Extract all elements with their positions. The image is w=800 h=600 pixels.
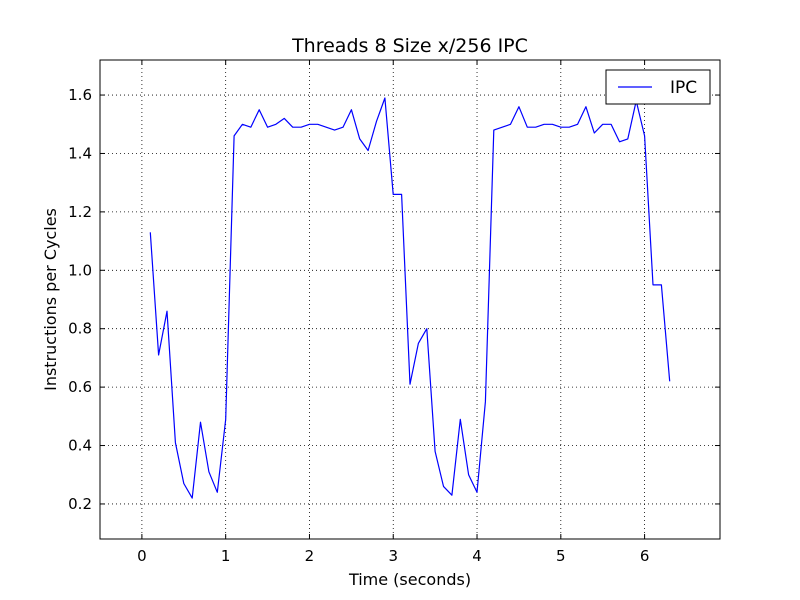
data-point	[150, 232, 151, 233]
y-tick-label: 1.2	[68, 203, 92, 221]
x-tick-label: 0	[137, 547, 147, 565]
series-layer	[149, 97, 671, 499]
data-point	[309, 124, 310, 125]
data-point	[384, 97, 385, 98]
data-point	[158, 354, 159, 355]
data-point	[627, 138, 628, 139]
data-point	[611, 124, 612, 125]
data-point	[393, 194, 394, 195]
y-tick-label: 0.4	[68, 437, 92, 455]
y-tick-label: 1.6	[68, 86, 92, 104]
data-point	[259, 109, 260, 110]
data-point	[552, 124, 553, 125]
data-point	[166, 311, 167, 312]
chart-title: Threads 8 Size x/256 IPC	[291, 35, 528, 57]
data-point	[317, 124, 318, 125]
data-point	[435, 451, 436, 452]
data-point	[527, 127, 528, 128]
data-point	[250, 127, 251, 128]
data-point	[544, 124, 545, 125]
data-point	[644, 135, 645, 136]
data-point	[409, 384, 410, 385]
x-axis-label: Time (seconds)	[348, 570, 471, 589]
data-point	[267, 127, 268, 128]
data-point	[418, 343, 419, 344]
data-point	[183, 483, 184, 484]
data-point	[476, 492, 477, 493]
data-point	[284, 118, 285, 119]
data-point	[359, 138, 360, 139]
data-point	[460, 419, 461, 420]
data-point	[368, 150, 369, 151]
data-point	[619, 141, 620, 142]
data-point	[334, 130, 335, 131]
ticks: 0 1 2 3 4 5 6 0.2 0.4 0.6 0.8 1.0 1.2 1.4 1.6	[68, 60, 720, 565]
data-point	[376, 121, 377, 122]
data-point	[351, 109, 352, 110]
data-point	[234, 135, 235, 136]
data-point	[192, 498, 193, 499]
legend-label-ipc: IPC	[670, 78, 697, 98]
y-tick-label: 0.6	[68, 378, 92, 396]
y-tick-label: 0.8	[68, 320, 92, 338]
data-point	[175, 442, 176, 443]
data-point	[652, 284, 653, 285]
data-point	[569, 127, 570, 128]
data-point	[401, 194, 402, 195]
x-tick-label: 3	[388, 547, 398, 565]
data-point	[510, 124, 511, 125]
data-point	[485, 401, 486, 402]
data-point	[242, 124, 243, 125]
data-point	[669, 381, 670, 382]
data-point	[225, 419, 226, 420]
data-point	[443, 486, 444, 487]
y-tick-label: 1.4	[68, 144, 92, 162]
data-point	[502, 127, 503, 128]
x-tick-label: 5	[556, 547, 566, 565]
data-point	[602, 124, 603, 125]
data-point	[208, 471, 209, 472]
x-tick-label: 1	[221, 547, 231, 565]
data-point	[468, 474, 469, 475]
data-point	[326, 127, 327, 128]
x-tick-label: 2	[305, 547, 315, 565]
data-point	[426, 328, 427, 329]
data-point	[292, 127, 293, 128]
data-point	[451, 495, 452, 496]
plot-frame	[99, 59, 721, 540]
data-point	[217, 492, 218, 493]
data-point	[594, 132, 595, 133]
data-point	[535, 127, 536, 128]
data-point	[661, 284, 662, 285]
x-tick-label: 6	[640, 547, 650, 565]
data-point	[560, 127, 561, 128]
data-point	[301, 127, 302, 128]
data-point	[275, 124, 276, 125]
x-tick-label: 4	[472, 547, 482, 565]
data-point	[577, 124, 578, 125]
data-point	[518, 106, 519, 107]
legend: IPC	[605, 69, 711, 105]
y-tick-label: 1.0	[68, 261, 92, 279]
y-axis-label: Instructions per Cycles	[41, 208, 60, 391]
y-tick-label: 0.2	[68, 495, 92, 513]
data-point	[493, 130, 494, 131]
series-line-ipc	[149, 97, 671, 499]
data-point	[200, 422, 201, 423]
data-point	[585, 106, 586, 107]
data-point	[342, 127, 343, 128]
